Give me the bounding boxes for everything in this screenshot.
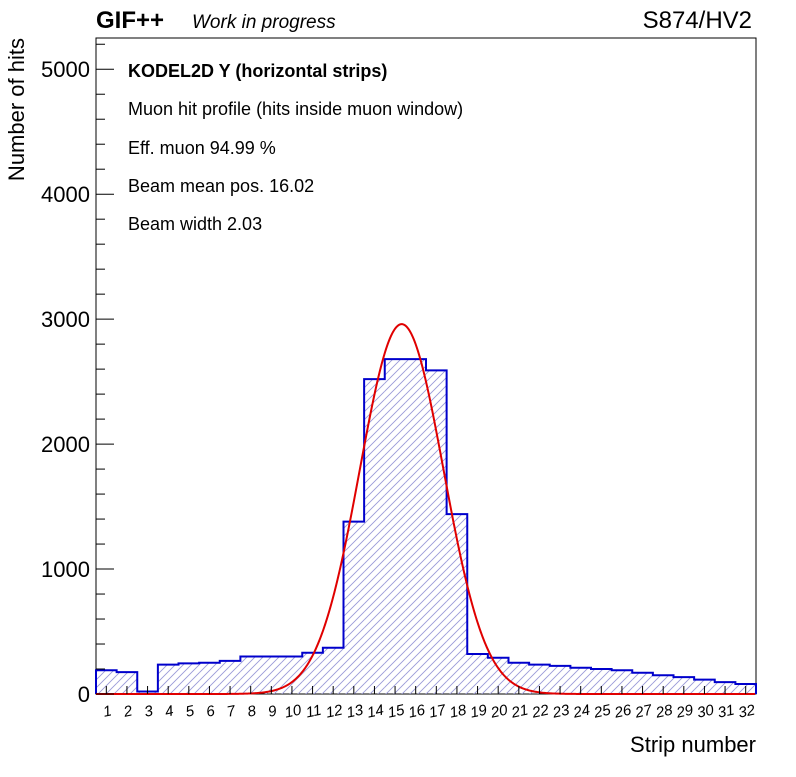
gaussian-fit-curve bbox=[96, 323, 755, 695]
y-tick-label: 1000 bbox=[41, 557, 90, 582]
histogram-bar bbox=[405, 359, 426, 694]
x-tick-label: 15 bbox=[386, 701, 406, 721]
x-tick-label: 32 bbox=[737, 701, 757, 721]
histogram-bar bbox=[261, 656, 282, 694]
x-tick-label: 17 bbox=[427, 701, 447, 721]
x-tick-label: 8 bbox=[246, 702, 258, 720]
histogram-bar bbox=[157, 664, 179, 694]
histogram-bar bbox=[467, 654, 488, 694]
x-tick-label: 2 bbox=[121, 702, 134, 721]
brand-label: GIF++ bbox=[96, 7, 164, 34]
x-tick-label: 6 bbox=[205, 702, 217, 720]
x-tick-label: 26 bbox=[612, 701, 633, 721]
stats-title: KODEL2D Y (horizontal strips) bbox=[128, 61, 387, 81]
histogram-bar bbox=[426, 370, 447, 694]
x-tick-label: 9 bbox=[267, 702, 279, 720]
x-tick-label: 10 bbox=[283, 701, 303, 721]
histogram-bar bbox=[384, 359, 406, 694]
x-tick-label: 1 bbox=[102, 702, 114, 720]
histogram-bar bbox=[632, 672, 653, 694]
histogram-bar bbox=[570, 667, 591, 694]
x-tick-label: 30 bbox=[696, 701, 716, 721]
histogram-bar bbox=[487, 657, 509, 694]
x-tick-label: 21 bbox=[509, 702, 530, 722]
x-tick-label: 20 bbox=[488, 701, 509, 721]
x-tick-label: 13 bbox=[345, 701, 365, 721]
histogram-bar bbox=[611, 670, 633, 694]
y-tick-label: 4000 bbox=[41, 182, 90, 207]
x-axis: 1 2 3 4 5 6 7 8 9 10 11 12 13 14 15 16 17 18 19 20 21 22 23 24 2… bbox=[102, 686, 757, 722]
y-tick-label: 3000 bbox=[41, 307, 90, 332]
y-tick-label: 0 bbox=[78, 682, 90, 707]
histogram-bar bbox=[673, 677, 695, 694]
x-tick-label: 29 bbox=[674, 701, 695, 721]
y-tick-label: 5000 bbox=[41, 57, 90, 82]
x-tick-label: 14 bbox=[366, 702, 386, 722]
histogram-bar bbox=[364, 379, 385, 694]
histogram-bar bbox=[322, 647, 344, 694]
histogram-bars bbox=[96, 359, 756, 694]
histogram-bar bbox=[219, 660, 241, 694]
stats-line-3: Beam mean pos. 16.02 bbox=[128, 176, 314, 196]
x-tick-label: 18 bbox=[448, 701, 468, 721]
x-tick-label: 25 bbox=[591, 701, 612, 721]
x-axis-label: Strip number bbox=[630, 732, 756, 757]
y-tick-label: 2000 bbox=[41, 432, 90, 457]
x-tick-label: 7 bbox=[225, 702, 237, 720]
histogram-bar bbox=[178, 663, 200, 694]
x-tick-label: 24 bbox=[571, 702, 592, 722]
stats-line-2: Eff. muon 94.99 % bbox=[128, 138, 276, 158]
x-tick-label: 22 bbox=[530, 701, 551, 721]
y-axis-label: Number of hits bbox=[4, 38, 29, 181]
x-tick-label: 31 bbox=[716, 702, 736, 722]
histogram-bar bbox=[199, 662, 220, 694]
histogram-bar bbox=[549, 665, 571, 694]
run-label: S874/HV2 bbox=[643, 7, 752, 34]
histogram-bar bbox=[529, 664, 550, 694]
x-tick-label: 3 bbox=[143, 702, 155, 720]
histogram-bar bbox=[240, 656, 261, 694]
histogram-bar bbox=[96, 670, 117, 694]
x-tick-label: 16 bbox=[407, 701, 427, 721]
stats-line-4: Beam width 2.03 bbox=[128, 214, 262, 234]
histogram-bar bbox=[508, 662, 530, 694]
histogram-bar bbox=[652, 675, 674, 694]
histogram-outline bbox=[95, 358, 757, 694]
x-tick-label: 12 bbox=[324, 701, 344, 721]
status-label: Work in progress bbox=[192, 12, 336, 33]
stats-line-1: Muon hit profile (hits inside muon windo… bbox=[128, 99, 463, 119]
x-tick-label: 19 bbox=[469, 701, 489, 721]
x-tick-label: 5 bbox=[184, 702, 196, 720]
x-tick-label: 4 bbox=[163, 702, 175, 720]
histogram-bar bbox=[116, 672, 138, 694]
histogram-bar bbox=[591, 669, 612, 694]
x-tick-label: 11 bbox=[304, 702, 323, 722]
x-tick-label: 28 bbox=[653, 701, 674, 721]
histogram-bar bbox=[343, 521, 365, 694]
x-tick-label: 27 bbox=[633, 701, 654, 721]
y-axis: 0 1000 2000 3000 4000 5000 bbox=[41, 43, 114, 707]
x-tick-label: 23 bbox=[550, 701, 571, 721]
